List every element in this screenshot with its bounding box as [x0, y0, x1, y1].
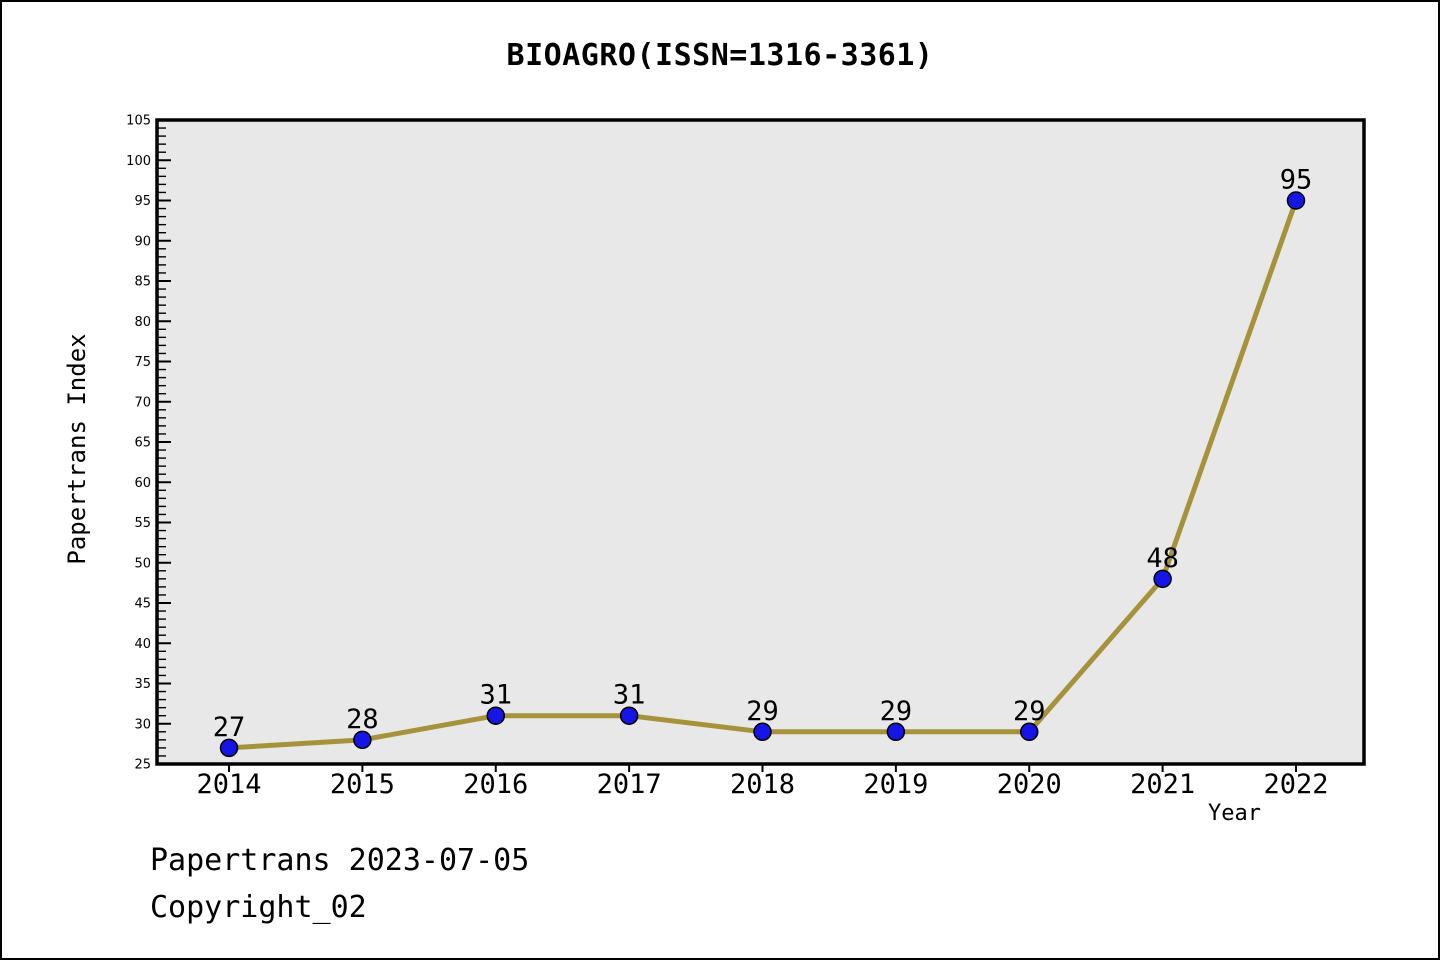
y-tick-label: 25	[134, 758, 151, 773]
data-point	[753, 722, 772, 742]
data-point-label: 27	[213, 712, 246, 743]
y-tick-label: 100	[126, 154, 151, 169]
y-tick-label: 45	[134, 597, 151, 612]
data-point-label: 29	[1013, 696, 1046, 727]
y-tick-label: 60	[134, 476, 151, 491]
y-tick-label: 85	[134, 275, 151, 290]
y-tick-label: 35	[134, 677, 151, 692]
x-tick-label: 2016	[463, 769, 528, 800]
y-tick-label: 105	[126, 114, 151, 129]
data-point-label: 29	[746, 696, 779, 727]
data-point	[619, 706, 639, 725]
data-point-label: 28	[346, 704, 379, 735]
x-tick-label: 2022	[1263, 769, 1328, 800]
x-tick-label: 2021	[1130, 769, 1195, 800]
data-point	[486, 706, 506, 725]
data-point-label: 95	[1280, 165, 1313, 196]
y-tick-label: 90	[134, 234, 151, 249]
y-tick-label: 30	[134, 717, 151, 732]
x-tick-label: 2015	[330, 769, 395, 800]
y-tick-label: 55	[134, 516, 151, 531]
chart-title: BIOAGRO(ISSN=1316-3361)	[506, 38, 934, 73]
data-point	[886, 722, 906, 742]
x-tick-label: 2019	[863, 769, 928, 800]
data-point-label: 31	[613, 680, 646, 711]
data-point-label: 29	[880, 696, 913, 727]
x-tick-label: 2020	[997, 769, 1062, 800]
x-tick-label: 2018	[730, 769, 795, 800]
y-tick-label: 70	[134, 395, 151, 410]
data-point	[1153, 569, 1172, 589]
x-axis-title: Year	[1208, 801, 1261, 826]
y-tick-label: 75	[134, 355, 151, 370]
data-point	[1019, 722, 1039, 742]
data-point-label: 48	[1146, 543, 1179, 574]
y-tick-label: 80	[134, 315, 151, 330]
y-tick-label: 50	[134, 556, 151, 571]
plot-background	[157, 120, 1364, 764]
y-tick-label: 40	[134, 637, 151, 652]
footer-copyright: Copyright_02	[150, 890, 367, 925]
y-tick-label: 95	[134, 194, 151, 209]
plot-border	[155, 118, 1366, 766]
data-point	[219, 738, 239, 758]
x-tick-label: 2017	[597, 769, 662, 800]
data-point	[1286, 191, 1306, 210]
y-tick-label: 65	[134, 436, 151, 451]
footer-date: Papertrans 2023-07-05	[150, 843, 530, 878]
data-point-label: 31	[480, 680, 513, 711]
x-tick-label: 2014	[197, 769, 262, 800]
data-point	[353, 730, 372, 750]
